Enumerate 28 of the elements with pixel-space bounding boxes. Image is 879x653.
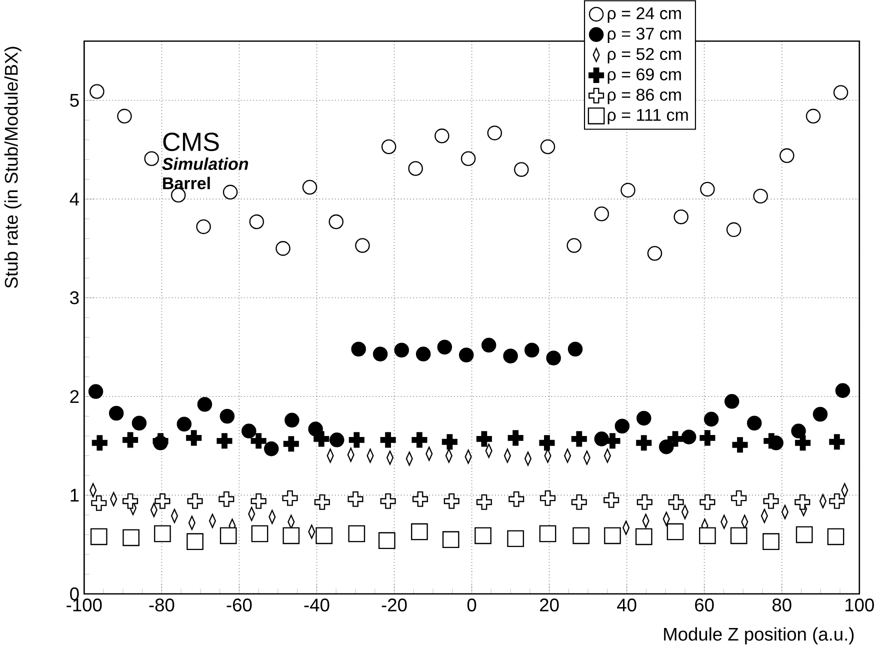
x-tick-label: -40 bbox=[304, 598, 330, 612]
y-tick-label: 0 bbox=[70, 588, 79, 601]
x-tick-label: 40 bbox=[617, 598, 636, 612]
x-axis-title: Module Z position (a.u.) bbox=[664, 627, 854, 644]
y-tick-label: 4 bbox=[70, 192, 80, 206]
annotation: Simulation bbox=[162, 158, 248, 170]
legend-label: ρ = 69 cm bbox=[608, 68, 681, 84]
x-tick-label: 0 bbox=[467, 598, 476, 612]
y-axis-title: Stub rate (in Stub/Module/BX) bbox=[4, 47, 22, 288]
legend-label: ρ = 111 cm bbox=[608, 109, 688, 124]
y-tick-label: 5 bbox=[70, 94, 79, 107]
legend-label: ρ = 52 cm bbox=[608, 48, 681, 64]
annotation: CMS bbox=[163, 132, 219, 152]
legend-label: ρ = 86 cm bbox=[608, 88, 681, 104]
x-tick-label: 100 bbox=[846, 598, 874, 612]
annotation: Barrel bbox=[163, 176, 210, 190]
x-tick-label: 60 bbox=[695, 598, 714, 612]
y-tick-label: 3 bbox=[70, 291, 79, 304]
x-tick-label: -80 bbox=[149, 598, 174, 612]
x-tick-label: -60 bbox=[226, 598, 252, 612]
x-tick-label: -100 bbox=[66, 598, 102, 612]
x-tick-label: 20 bbox=[540, 598, 559, 612]
x-tick-label: -20 bbox=[382, 598, 407, 612]
y-tick-label: 1 bbox=[70, 489, 79, 502]
x-tick-label: 80 bbox=[772, 598, 792, 612]
legend-label: ρ = 37 cm bbox=[608, 28, 681, 44]
legend-label: ρ = 24 cm bbox=[608, 7, 681, 23]
y-tick-label: 2 bbox=[70, 390, 79, 404]
